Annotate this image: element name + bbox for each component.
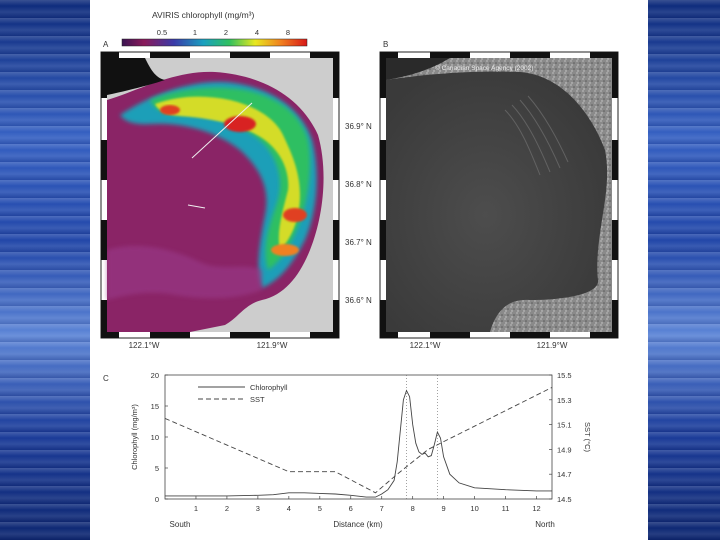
chlorophyll-peak — [160, 105, 180, 115]
image-credit: © Canadian Space Agency (2002) — [435, 64, 533, 72]
chlorophyll-peak — [283, 208, 307, 222]
chlorophyll-peak — [224, 116, 256, 132]
x-tick-label: 8 — [411, 504, 415, 513]
y-tick-label: 15 — [151, 402, 159, 411]
lon-label: 121.9°W — [257, 341, 288, 350]
sar-dark-water — [386, 58, 450, 80]
series-line-chlorophyll — [165, 389, 552, 498]
transect-line — [191, 102, 253, 159]
north-label: North — [535, 520, 555, 529]
lat-labels: 36.9° N 36.8° N 36.7° N 36.6° N — [345, 122, 372, 305]
colorbar-tick-label: 8 — [286, 28, 290, 37]
map-frame — [379, 51, 619, 339]
legend-label-chlorophyll: Chlorophyll — [250, 383, 288, 392]
lon-label: 122.1°W — [129, 341, 160, 350]
plot-frame — [164, 374, 553, 500]
y2-tick-label: 14.5 — [557, 495, 572, 504]
y2-tick-label: 15.3 — [557, 396, 572, 405]
x-tick-label: 2 — [225, 504, 229, 513]
x-tick-label: 1 — [194, 504, 198, 513]
transect-marker — [187, 204, 206, 209]
panel-c: C 1 2 3 4 5 6 7 8 9 10 11 120510152014.514.714.915.… — [103, 371, 592, 529]
frame-ticks — [101, 52, 339, 338]
y2-tick-label: 14.9 — [557, 445, 572, 454]
x-tick-label: 7 — [380, 504, 384, 513]
sar-ocean — [386, 71, 608, 332]
coastline-black — [107, 58, 165, 95]
panel-b-letter: B — [383, 40, 388, 49]
x-tick-label: 6 — [349, 504, 353, 513]
bay-water-mixed — [107, 245, 262, 300]
x-axis-label: Distance (km) — [333, 520, 383, 529]
y-tick-label: 5 — [155, 464, 159, 473]
x-tick-label: 9 — [442, 504, 446, 513]
y-tick-label: 20 — [151, 371, 159, 380]
panel-a-letter: A — [103, 40, 109, 49]
chart-layer: 1 2 3 4 5 6 7 8 9 10 11 120510152014.514.714.915.11… — [151, 371, 572, 513]
frame-ticks — [380, 52, 618, 338]
panel-c-letter: C — [103, 374, 109, 383]
x-tick-label: 4 — [287, 504, 291, 513]
colorbar-tick-label: 4 — [255, 28, 259, 37]
y-tick-label: 0 — [155, 495, 159, 504]
x-tick-label: 10 — [470, 504, 478, 513]
colorbar — [121, 38, 308, 47]
y2-tick-label: 14.7 — [557, 470, 572, 479]
lon-label: 122.1°W — [410, 341, 441, 350]
y2-axis-label: SST (°C) — [583, 422, 592, 452]
y2-tick-label: 15.1 — [557, 421, 572, 430]
y2-tick-label: 15.5 — [557, 371, 572, 380]
chlorophyll-peak — [271, 244, 299, 256]
lat-label: 36.9° N — [345, 122, 372, 131]
y-tick-label: 10 — [151, 433, 159, 442]
colorbar-tick-label: 1 — [193, 28, 197, 37]
series-line-sst — [164, 386, 553, 494]
legend-label-sst: SST — [250, 395, 265, 404]
panel-b: B © Canadian Space Agency (2002) 122.1°W… — [379, 40, 619, 350]
x-tick-label: 5 — [318, 504, 322, 513]
lat-label: 36.8° N — [345, 180, 372, 189]
chlorophyll-bloom-high — [155, 96, 300, 250]
lon-label: 121.9°W — [537, 341, 568, 350]
x-tick-label: 12 — [532, 504, 540, 513]
map-frame — [100, 51, 340, 339]
colorbar-tick-label: 2 — [224, 28, 228, 37]
legend: Chlorophyll SST — [198, 383, 288, 404]
panel-a: A AVIRIS chlorophyll (mg/m³) 0.5 1 2 4 8… — [100, 10, 340, 350]
south-label: South — [170, 520, 191, 529]
x-tick-label: 3 — [256, 504, 260, 513]
internal-waves — [504, 95, 569, 176]
lat-label: 36.6° N — [345, 296, 372, 305]
y-axis-label: Chlorophyll (mg/m³) — [130, 404, 139, 470]
lat-label: 36.7° N — [345, 238, 372, 247]
colorbar-title: AVIRIS chlorophyll (mg/m³) — [152, 10, 255, 20]
x-tick-label: 11 — [502, 504, 510, 513]
colorbar-tick-label: 0.5 — [157, 28, 167, 37]
